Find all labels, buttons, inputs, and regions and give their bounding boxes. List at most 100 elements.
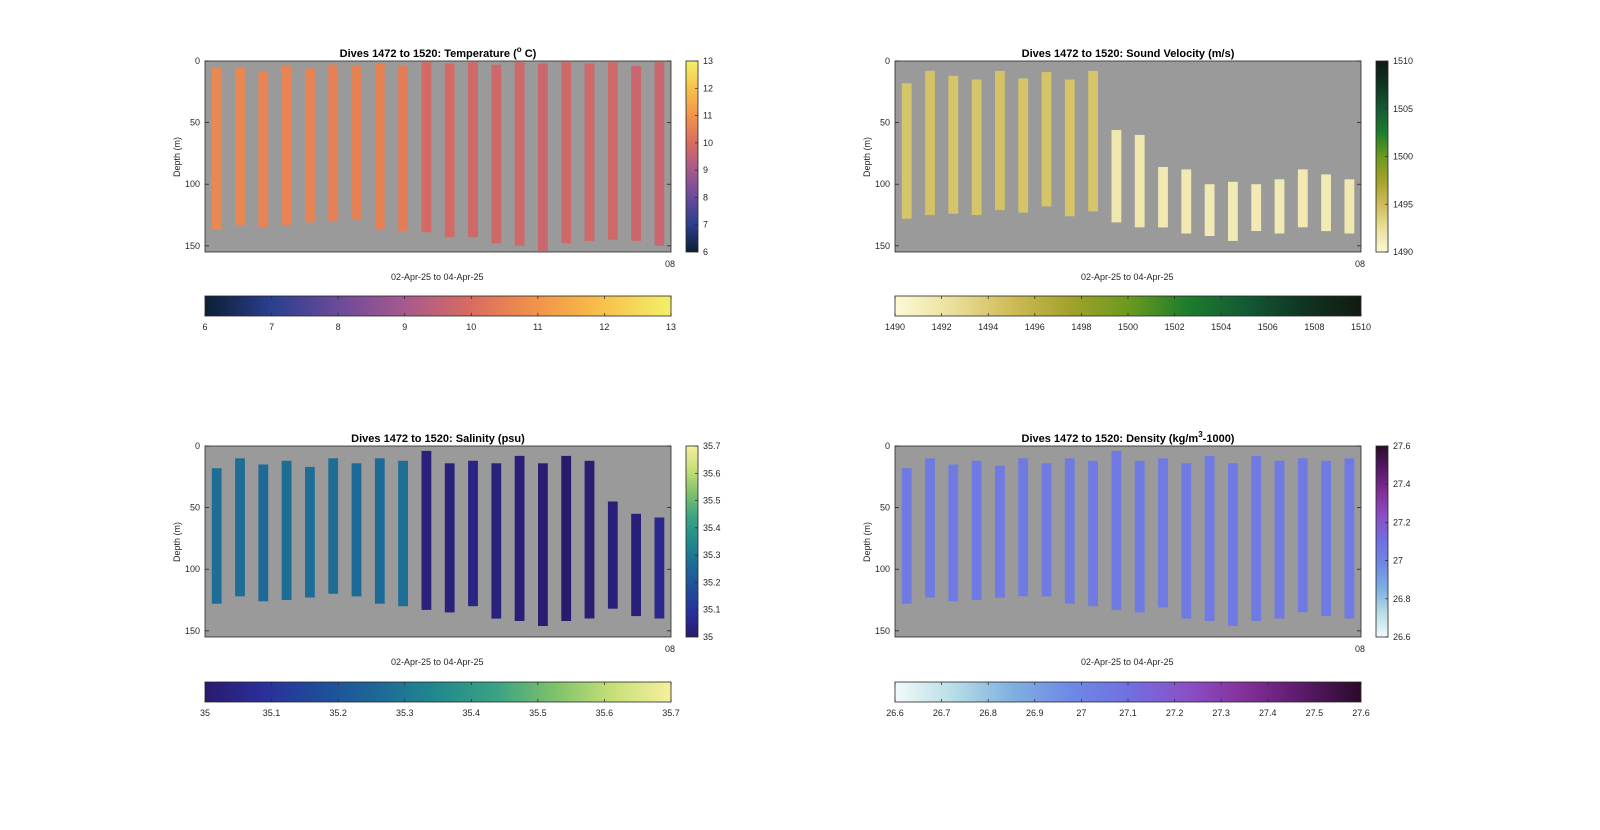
dive-profile [305, 68, 315, 223]
plot-area [895, 446, 1361, 637]
dive-profile [398, 65, 408, 232]
dive-profile [654, 62, 665, 246]
axes-frame [204, 60, 672, 253]
colorbar-tick-label: 8 [336, 322, 341, 332]
dive-profile [971, 79, 982, 215]
axes-frame [204, 445, 672, 638]
y-tick-label: 100 [875, 564, 890, 574]
x-axis-label: 02-Apr-25 to 04-Apr-25 [391, 657, 484, 667]
colorbar-tick-label: 35.4 [703, 523, 721, 533]
colorbar-tick-label: 1500 [1393, 152, 1413, 162]
y-tick-label: 0 [195, 56, 200, 66]
vertical-colorbar [1375, 445, 1389, 638]
x-tick-label: 08 [665, 644, 675, 654]
y-tick-label: 150 [875, 626, 890, 636]
y-tick-label: 100 [185, 179, 200, 189]
dive-profile [444, 63, 455, 238]
axes-frame [894, 445, 1362, 638]
y-tick-label: 100 [875, 179, 890, 189]
colorbar-tick-label: 1492 [932, 322, 952, 332]
plot-area [205, 61, 671, 252]
dive-profile [1251, 455, 1262, 621]
dive-profile [235, 67, 245, 225]
chart-title: Dives 1472 to 1520: Temperature (o C) [340, 45, 537, 60]
colorbar-tick-label: 35.5 [529, 708, 547, 718]
colorbar-tick-label: 1505 [1393, 104, 1413, 114]
colorbar-tick-label: 1500 [1118, 322, 1138, 332]
colorbar-tick-label: 7 [269, 322, 274, 332]
dive-profile [1041, 463, 1052, 597]
dive-profile [1134, 134, 1145, 228]
colorbar-tick-label: 35.1 [263, 708, 281, 718]
colorbar-tick-label: 27.5 [1306, 708, 1324, 718]
dive-profile [211, 67, 222, 230]
dive-profile [1158, 458, 1168, 608]
y-tick-label: 50 [880, 118, 890, 128]
colorbar-tick-label: 35.4 [463, 708, 481, 718]
colorbar-tick-label: 27.2 [1166, 708, 1184, 718]
y-tick-label: 150 [185, 241, 200, 251]
x-tick-label: 08 [1355, 644, 1365, 654]
y-tick-label: 50 [880, 503, 890, 513]
colorbar-tick-label: 35.7 [662, 708, 680, 718]
colorbar-tick-label: 13 [666, 322, 676, 332]
dive-profile [561, 62, 572, 244]
y-axis-label: Depth (m) [172, 522, 182, 562]
dive-profile [561, 455, 572, 621]
colorbar-tick-label: 35.2 [329, 708, 347, 718]
dive-profile [1344, 179, 1355, 234]
horizontal-colorbar [204, 681, 672, 703]
dive-profile [491, 463, 502, 619]
colorbar-tick-label: 1494 [978, 322, 998, 332]
dive-profile [374, 458, 385, 604]
colorbar-tick-label: 1506 [1258, 322, 1278, 332]
dive-profile [514, 62, 525, 246]
dive-profile [1204, 184, 1215, 236]
y-tick-label: 150 [185, 626, 200, 636]
dive-profile [538, 463, 548, 626]
y-tick-label: 50 [190, 503, 200, 513]
dive-profile [305, 466, 315, 598]
dive-profile [1297, 458, 1308, 613]
colorbar-tick-label: 26.6 [1393, 632, 1411, 642]
dive-profile [351, 463, 362, 597]
colorbar-tick-label: 27.4 [1259, 708, 1277, 718]
dive-profile [584, 63, 595, 241]
dive-profile [398, 460, 408, 607]
dive-profile [925, 458, 935, 598]
colorbar-tick-label: 35.2 [703, 577, 721, 587]
dive-profile [444, 463, 455, 613]
salinity-panel: Dives 1472 to 1520: Salinity (psu) 02-Ap… [172, 433, 721, 718]
dive-profile [1111, 130, 1122, 223]
colorbar-tick-label: 9 [402, 322, 407, 332]
y-axis-label: Depth (m) [862, 522, 872, 562]
colorbar-tick-label: 12 [703, 83, 713, 93]
dive-profile [1018, 78, 1029, 213]
y-axis-label: Depth (m) [862, 137, 872, 177]
dive-profile [351, 65, 362, 220]
colorbar-tick-label: 35 [703, 632, 713, 642]
colorbar-tick-label: 6 [202, 322, 207, 332]
dive-profile [1344, 458, 1355, 619]
dive-profile [925, 70, 935, 216]
dive-profile [1228, 181, 1238, 241]
horizontal-colorbar [204, 295, 672, 317]
colorbar-tick-label: 27.6 [1393, 441, 1411, 451]
dive-profile [328, 64, 339, 222]
colorbar-tick-label: 1495 [1393, 199, 1413, 209]
dive-profile [281, 65, 292, 225]
dive-profile [514, 455, 525, 621]
dive-profile [1111, 450, 1122, 610]
colorbar-tick-label: 35.6 [596, 708, 614, 718]
y-tick-label: 50 [190, 118, 200, 128]
dive-profile [948, 75, 959, 214]
colorbar-tick-label: 1510 [1393, 56, 1413, 66]
colorbar-tick-label: 27.1 [1119, 708, 1137, 718]
sound-velocity-panel: Dives 1472 to 1520: Sound Velocity (m/s)… [862, 48, 1413, 332]
dive-profile [328, 458, 339, 594]
dive-profile [584, 460, 595, 619]
chart-title: Dives 1472 to 1520: Sound Velocity (m/s) [1022, 48, 1235, 60]
colorbar-tick-label: 10 [466, 322, 476, 332]
dive-profile [1274, 460, 1285, 619]
